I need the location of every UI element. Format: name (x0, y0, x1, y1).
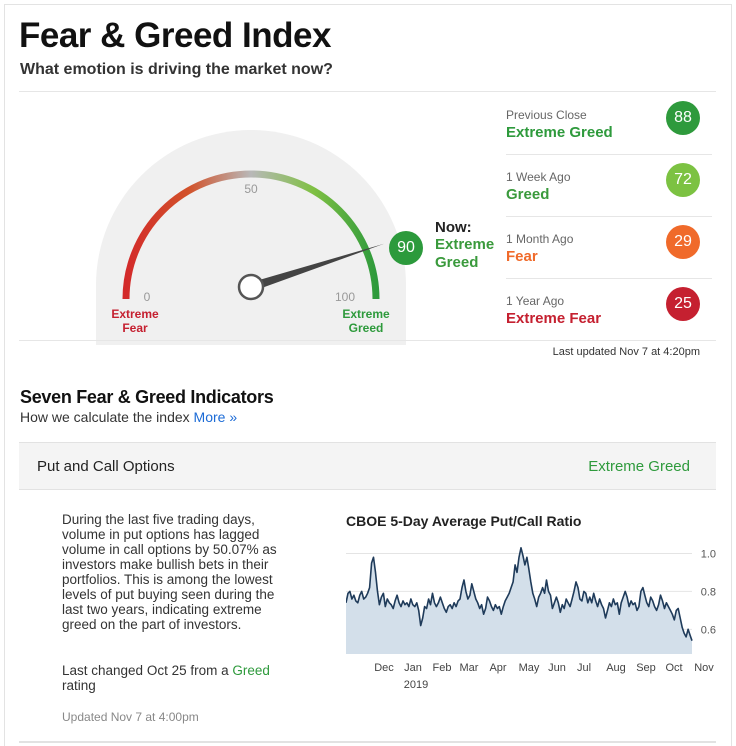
history-value-badge: 29 (666, 225, 700, 259)
indicator-rating: Extreme Greed (588, 458, 690, 475)
x-tick-label: Jan (404, 662, 422, 674)
indicators-title: Seven Fear & Greed Indicators (20, 387, 274, 407)
y-tick-label: 1.0 (701, 548, 716, 560)
gauge-background (96, 130, 406, 345)
gauge-right-label-1: Extreme (342, 307, 390, 321)
x-tick-label: Feb (433, 662, 452, 674)
x-tick-label: Jun (548, 662, 566, 674)
history-1-year-ago: 1 Year Ago Extreme Fear 25 (506, 287, 716, 356)
y-tick-label: 0.8 (701, 586, 716, 598)
x-tick-label: Oct (665, 662, 682, 674)
history-label: 1 Week Ago (506, 170, 571, 184)
divider (506, 216, 712, 217)
x-tick-label: Mar (460, 662, 479, 674)
gauge-mid-label: 50 (244, 182, 258, 196)
divider (19, 340, 716, 341)
put-call-chart-svg: 1.0 0.8 0.6 Dec Jan Feb Mar Apr May Jun Jul Aug Sep O… (345, 547, 716, 691)
x-tick-label: Apr (489, 662, 506, 674)
x-tick-label: Nov (694, 662, 714, 674)
changed-prefix: Last changed Oct 25 from a (62, 663, 233, 678)
history-1-month-ago: 1 Month Ago Fear 29 (506, 225, 716, 294)
divider (19, 741, 716, 743)
indicators-subtitle-text: How we calculate the index (20, 409, 190, 425)
indicator-last-changed: Last changed Oct 25 from a Greed rating (62, 663, 292, 693)
history-desc: Extreme Fear (506, 310, 602, 327)
series-line (345, 547, 693, 641)
fear-greed-gauge: 50 0 100 Extreme Fear Extreme Greed (96, 130, 406, 345)
gauge-left-label-2: Fear (122, 321, 148, 335)
history-value-badge: 25 (666, 287, 700, 321)
indicator-updated: Updated Nov 7 at 4:00pm (62, 710, 199, 724)
gauge-min-label: 0 (144, 290, 151, 304)
more-link[interactable]: More » (193, 409, 238, 425)
gauge-max-label: 100 (335, 290, 355, 304)
history-previous-close: Previous Close Extreme Greed 88 (506, 101, 716, 170)
gauge-svg: 50 0 100 Extreme Fear Extreme Greed (96, 130, 406, 345)
put-call-chart: 1.0 0.8 0.6 Dec Jan Feb Mar Apr May Jun Jul Aug Sep O… (345, 538, 726, 694)
x-year-label: 2019 (404, 679, 428, 691)
history-desc: Fear (506, 248, 538, 265)
indicator-name: Put and Call Options (37, 458, 175, 475)
indicator-header[interactable]: Put and Call Options Extreme Greed (19, 442, 716, 490)
now-value-badge: 90 (389, 231, 423, 265)
history-1-week-ago: 1 Week Ago Greed 72 (506, 163, 716, 232)
history-value-badge: 88 (666, 101, 700, 135)
gauge-hub (237, 273, 265, 301)
now-description-line-2: Greed (435, 254, 479, 271)
x-tick-label: May (519, 662, 540, 674)
gauge-left-label-1: Extreme (111, 307, 159, 321)
now-description-line-1: Extreme (435, 236, 495, 253)
changed-suffix: rating (62, 678, 96, 693)
gauge-needle (249, 243, 385, 292)
gauge-arc (122, 170, 380, 300)
history-label: 1 Year Ago (506, 294, 565, 308)
history-desc: Greed (506, 186, 550, 203)
page-frame (4, 4, 732, 746)
history-label: Previous Close (506, 108, 587, 122)
divider (19, 91, 716, 92)
history-value-badge: 72 (666, 163, 700, 197)
indicators-subtitle: How we calculate the index More » (20, 409, 237, 425)
divider (506, 278, 712, 279)
page-title: Fear & Greed Index (19, 16, 331, 55)
now-label: Now: (435, 219, 472, 236)
last-updated: Last updated Nov 7 at 4:20pm (552, 346, 700, 358)
x-tick-label: Dec (374, 662, 394, 674)
now-description: Extreme Greed (435, 236, 494, 272)
gauge-right-label-2: Greed (349, 321, 384, 335)
history-label: 1 Month Ago (506, 232, 574, 246)
changed-rating: Greed (232, 663, 270, 678)
x-tick-label: Jul (577, 662, 591, 674)
indicator-description: During the last five trading days, volum… (62, 512, 277, 632)
x-tick-label: Aug (606, 662, 626, 674)
series-area (346, 547, 692, 654)
page-subtitle: What emotion is driving the market now? (20, 61, 333, 78)
divider (506, 154, 712, 155)
history-desc: Extreme Greed (506, 124, 613, 141)
chart-title: CBOE 5-Day Average Put/Call Ratio (346, 513, 582, 529)
y-tick-label: 0.6 (701, 624, 716, 636)
x-tick-label: Sep (636, 662, 656, 674)
